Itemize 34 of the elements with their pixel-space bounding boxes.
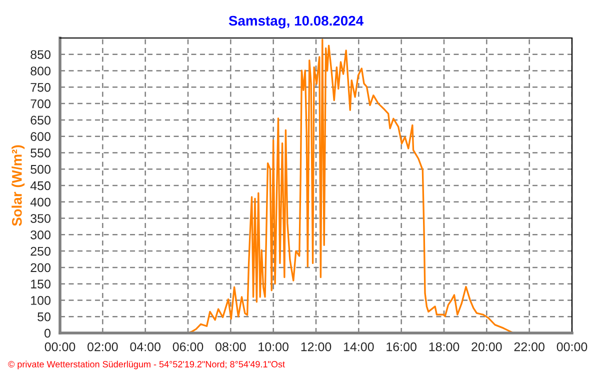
y-tick-label: 150 (31, 280, 50, 288)
x-tick-label: 00:00 (556, 342, 588, 352)
y-tick-label: 400 (30, 198, 50, 207)
y-tick-label: 700 (30, 99, 50, 108)
y-tick-label: 50 (38, 312, 50, 322)
chart-title: Samstag, 10.08.2024 (228, 16, 364, 28)
y-axis-title: Solar (W/m²) (12, 145, 25, 226)
x-tick-label: 12:00 (301, 342, 332, 352)
x-tick-label: 22:00 (514, 342, 544, 352)
y-tick-label: 300 (30, 230, 50, 240)
y-tick-label: 850 (30, 50, 50, 60)
y-tick-label: 350 (30, 214, 50, 223)
x-tick-label: 04:00 (130, 342, 160, 352)
y-tick-label: 750 (30, 82, 50, 92)
y-tick-label: 800 (30, 66, 50, 76)
x-tick-label: 00:00 (44, 342, 76, 352)
x-tick-label: 14:00 (344, 342, 374, 352)
y-tick-label: 650 (30, 116, 50, 125)
text: © private Wetterstation Süderlügum - 54°52'19.2"Nord; 8°54'49.1"Ost (8, 360, 285, 370)
x-tick-label: 18:00 (429, 342, 460, 352)
x-tick-label: 06:00 (172, 342, 204, 352)
y-tick-label: 550 (30, 148, 50, 158)
x-tick-label: 10:00 (258, 342, 288, 352)
x-tick-label: 20:00 (472, 342, 502, 352)
y-tick-label: 200 (30, 263, 50, 272)
y-tick-label: 500 (30, 164, 50, 174)
y-tick-label: 0 (44, 328, 50, 338)
x-tick-label: 16:00 (386, 342, 416, 352)
x-tick-label: 08:00 (216, 342, 246, 352)
y-tick-label: 100 (31, 296, 50, 305)
x-tick-label: 02:00 (88, 342, 118, 352)
y-tick-label: 250 (30, 246, 50, 256)
y-tick-label: 450 (30, 181, 50, 190)
y-tick-label: 600 (30, 132, 50, 141)
